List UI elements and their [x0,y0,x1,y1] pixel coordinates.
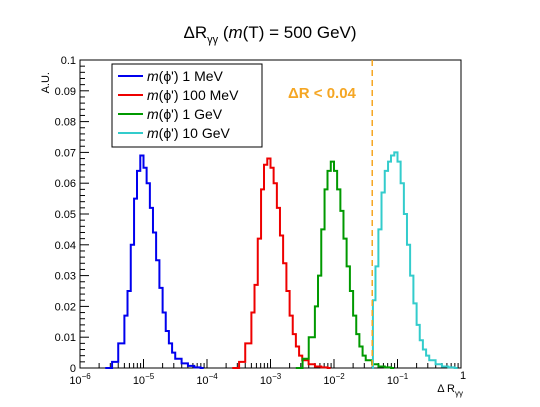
x-tick-label: 10−6 [69,372,91,387]
x-tick-label: 10−4 [196,372,218,387]
series-line-4 [371,151,458,369]
y-tick-label: 0.03 [55,271,76,283]
x-axis-title-prefix: Δ R [437,383,455,395]
legend-label: m(ϕ') 1 GeV [147,106,223,122]
legend-label: m(ϕ') 100 MeV [147,87,239,103]
title-rest: (T) = 500 GeV) [243,23,357,42]
series-line-1 [105,154,204,369]
y-axis-title: A.U. [40,72,52,93]
series-line-2 [232,157,331,369]
x-axis-ticks: 10−6 10−5 10−4 10−3 10−2 10−1 1 [69,359,466,387]
y-tick-label: 0.06 [55,178,76,190]
y-tick-label: 0 [70,363,76,375]
y-tick-label: 0.02 [55,301,76,313]
title-italic: m [229,23,243,42]
cut-annotation: ΔR < 0.04 [288,85,357,102]
title-suffix: ( [218,23,229,42]
y-tick-label: 0.1 [61,55,76,67]
x-tick-label: 10−5 [133,372,155,387]
legend-label: m(ϕ') 10 GeV [147,125,231,141]
x-tick-label: 1 [460,370,466,382]
x-tick-label: 10−1 [387,372,409,387]
y-tick-label: 0.04 [55,240,76,252]
y-tick-label: 0.08 [55,117,76,129]
y-tick-label: 0.07 [55,147,76,159]
x-axis-title-sub: γγ [455,389,463,398]
title-prefix: ΔR [183,23,207,42]
x-axis-title: Δ Rγγ [437,383,463,398]
chart-title: ΔRγγ (m(T) = 500 GeV) [183,23,356,46]
legend-label: m(ϕ') 1 MeV [147,68,224,84]
legend: m(ϕ') 1 MeV m(ϕ') 100 MeV m(ϕ') 1 GeV m(ϕ')… [111,63,263,148]
x-tick-label: 10−2 [323,372,345,387]
x-tick-label: 10−3 [260,372,282,387]
y-axis-ticks: 0 0.01 0.02 0.03 0.04 0.05 0.06 0.07 0.08 0.09 0.1 [55,55,89,375]
title-sub: γγ [207,34,219,46]
series-group [105,151,458,369]
y-tick-label: 0.01 [55,332,76,344]
y-tick-label: 0.09 [55,86,76,98]
y-tick-label: 0.05 [55,209,76,221]
